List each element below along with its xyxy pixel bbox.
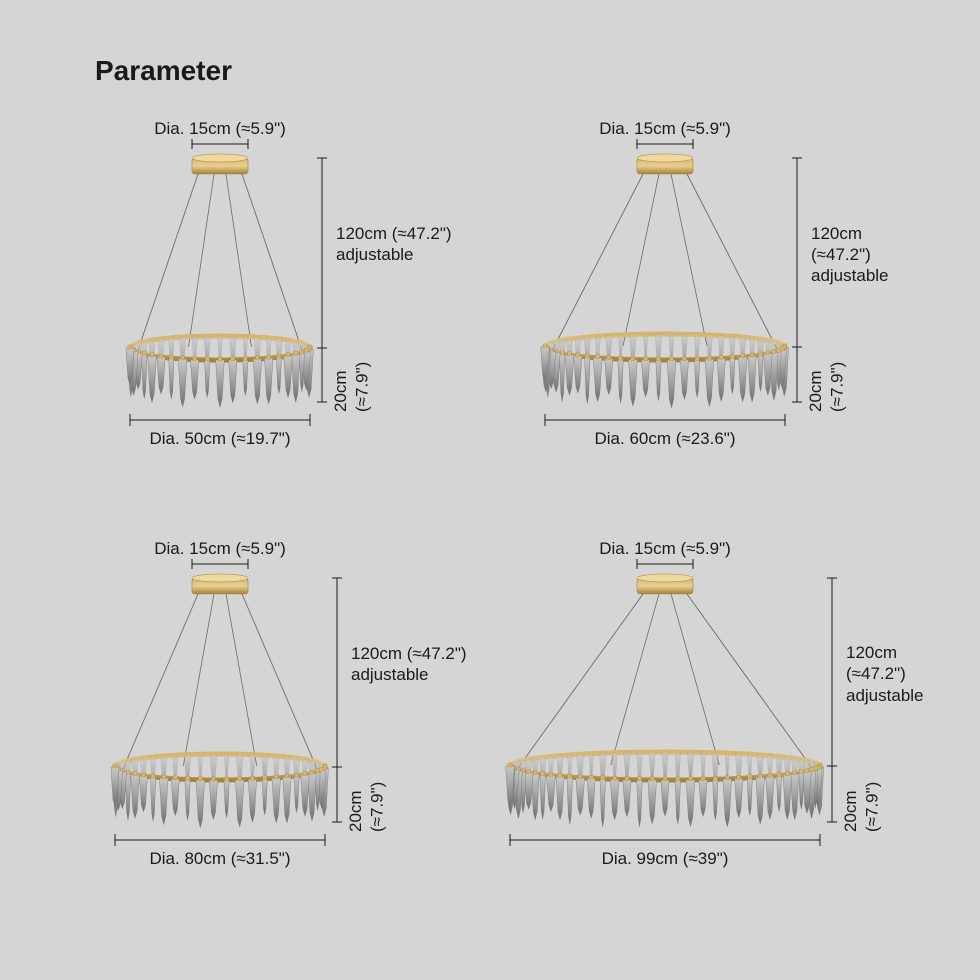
page-title: Parameter bbox=[95, 55, 232, 87]
ring-diameter-label: Dia. 60cm (≈23.6") bbox=[535, 428, 795, 449]
hang-length-label: 120cm (≈47.2")adjustable bbox=[336, 223, 452, 266]
body-height-label: 20cm (≈7.9") bbox=[805, 347, 848, 412]
body-height-label: 20cm (≈7.9") bbox=[840, 766, 883, 832]
hang-length-label: 120cm (≈47.2")adjustable bbox=[351, 643, 467, 686]
hang-length-label: 120cm (≈47.2")adjustable bbox=[811, 223, 920, 287]
canopy-diameter-label: Dia. 15cm (≈5.9") bbox=[575, 538, 755, 559]
canopy-diameter-label: Dia. 15cm (≈5.9") bbox=[130, 118, 310, 139]
canopy-diameter-label: Dia. 15cm (≈5.9") bbox=[575, 118, 755, 139]
ring-diameter-label: Dia. 50cm (≈19.7") bbox=[90, 428, 350, 449]
parameter-cell: Dia. 15cm (≈5.9") 120cm (≈47.2")adjustabl… bbox=[60, 110, 475, 490]
body-height-label: 20cm (≈7.9") bbox=[330, 348, 373, 412]
parameter-grid: Dia. 15cm (≈5.9") 120cm (≈47.2")adjustabl… bbox=[60, 110, 920, 910]
parameter-cell: Dia. 15cm (≈5.9") 120cm (≈47.2")adjustabl… bbox=[505, 110, 920, 490]
parameter-cell: Dia. 15cm (≈5.9") 120cm (≈47.2")adjustabl… bbox=[60, 530, 475, 910]
parameter-cell: Dia. 15cm (≈5.9")120cm (≈47.2")adjustabl… bbox=[505, 530, 920, 910]
ring-diameter-label: Dia. 80cm (≈31.5") bbox=[90, 848, 350, 869]
hang-length-label: 120cm (≈47.2")adjustable bbox=[846, 642, 924, 706]
body-height-label: 20cm (≈7.9") bbox=[345, 767, 388, 832]
canopy-diameter-label: Dia. 15cm (≈5.9") bbox=[130, 538, 310, 559]
ring-diameter-label: Dia. 99cm (≈39") bbox=[535, 848, 795, 869]
